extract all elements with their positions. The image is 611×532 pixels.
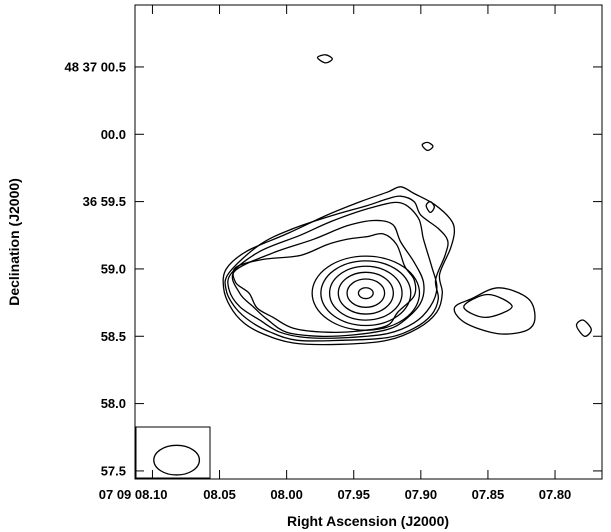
beam-group — [135, 426, 211, 479]
main-source-contour — [311, 255, 421, 331]
noise-contour — [425, 200, 435, 214]
extended-contour — [231, 219, 425, 338]
y-tick-label: 58.5 — [101, 329, 126, 344]
extended-contour — [224, 195, 449, 342]
secondary-source-contour — [453, 287, 536, 335]
beam-ellipse — [153, 444, 201, 476]
x-tick-labels: 07 09 08.10 08.05 08.00 07.95 07.90 07.85 07.8… — [99, 487, 572, 502]
y-tick-labels: 48 37 00.5 00.0 36 59.5 59.0 58.5 58.0 57.5 — [65, 59, 126, 478]
secondary-source-contour — [463, 293, 513, 319]
ticks — [135, 5, 602, 479]
plot-frame — [134, 4, 603, 480]
x-tick-label: 07.80 — [539, 487, 572, 502]
beam-box — [135, 426, 211, 479]
main-source-contour — [328, 265, 403, 321]
y-tick-label: 59.0 — [101, 261, 126, 276]
contours — [222, 54, 592, 346]
x-tick-label: 07 09 08.10 — [99, 487, 168, 502]
y-tick-label: 48 37 00.5 — [65, 59, 126, 74]
y-tick-label: 36 59.5 — [83, 194, 126, 209]
extended-contour — [232, 232, 417, 334]
y-axis-title: Declination (J2000) — [6, 178, 22, 306]
y-tick-label: 57.5 — [101, 463, 126, 478]
x-tick-label: 07.95 — [337, 487, 370, 502]
x-tick-label: 08.05 — [203, 487, 236, 502]
extended-contour — [222, 186, 456, 346]
noise-contour — [316, 54, 333, 64]
y-tick-label: 58.0 — [101, 396, 126, 411]
main-source-contour — [320, 260, 412, 327]
y-tick-label: 00.0 — [101, 127, 126, 142]
noise-contour — [421, 141, 434, 152]
extended-contour — [227, 201, 438, 339]
x-tick-label: 07.85 — [472, 487, 505, 502]
main-source-contour — [337, 271, 394, 315]
x-axis-title: Right Ascension (J2000) — [287, 513, 449, 529]
x-tick-label: 08.00 — [270, 487, 303, 502]
x-tick-label: 07.90 — [405, 487, 438, 502]
main-source-contour — [346, 278, 386, 308]
main-source-contour — [357, 287, 374, 300]
noise-contour — [575, 319, 592, 337]
